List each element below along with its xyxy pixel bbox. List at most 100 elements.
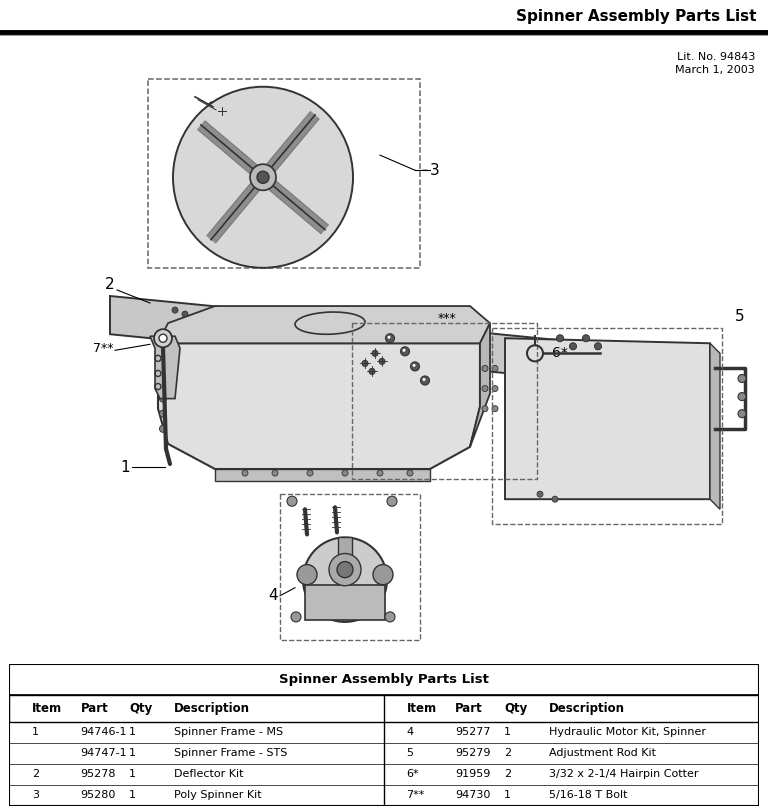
Text: 95277: 95277 [455,727,491,737]
Text: Qty: Qty [504,701,527,714]
Text: Description: Description [549,701,625,714]
Circle shape [407,470,413,476]
Text: 4: 4 [406,727,414,737]
Circle shape [362,360,368,366]
Circle shape [492,365,498,372]
Circle shape [369,369,375,374]
Polygon shape [158,343,480,469]
Text: 1: 1 [504,791,511,800]
Circle shape [291,612,301,622]
Polygon shape [110,296,560,378]
Circle shape [387,497,397,506]
Circle shape [160,395,167,402]
Text: 4: 4 [268,588,278,603]
Text: 2: 2 [504,770,511,779]
Circle shape [257,171,269,183]
Text: 91959: 91959 [455,770,491,779]
Circle shape [400,347,409,356]
Bar [338,537,352,556]
Circle shape [482,386,488,391]
Text: Adjustment Rod Kit: Adjustment Rod Kit [549,748,656,758]
Circle shape [172,307,178,313]
Text: 6*: 6* [552,347,568,360]
Circle shape [377,470,383,476]
Text: Part: Part [455,701,483,714]
Text: 1: 1 [129,791,136,800]
Circle shape [552,497,558,502]
Text: 1: 1 [121,459,130,475]
Circle shape [388,335,390,339]
Text: March 1, 2003: March 1, 2003 [675,65,755,75]
Text: 5/16-18 T Bolt: 5/16-18 T Bolt [549,791,627,800]
Text: Poly Spinner Kit: Poly Spinner Kit [174,791,262,800]
Text: Spinner Frame - MS: Spinner Frame - MS [174,727,283,737]
Circle shape [373,565,393,585]
Text: Item: Item [406,701,437,714]
Circle shape [738,410,746,418]
Text: 94746-1: 94746-1 [81,727,127,737]
Circle shape [287,497,297,506]
Circle shape [160,410,167,417]
Circle shape [402,349,406,352]
Circle shape [482,365,488,372]
Circle shape [557,335,564,342]
Text: 94730: 94730 [455,791,491,800]
Circle shape [582,335,590,342]
Text: 94747-1: 94747-1 [81,748,127,758]
Text: 6*: 6* [406,770,419,779]
Text: 3: 3 [430,163,440,177]
Text: Description: Description [174,701,250,714]
Text: 1: 1 [504,727,511,737]
Text: 1: 1 [129,748,136,758]
Bar [280,494,420,640]
Text: 95280: 95280 [81,791,116,800]
Text: Qty: Qty [129,701,152,714]
Circle shape [272,470,278,476]
Circle shape [411,362,419,371]
Text: 2: 2 [31,770,39,779]
Bar [9,695,759,722]
Circle shape [182,311,188,317]
Polygon shape [158,306,490,343]
Text: 5: 5 [406,748,413,758]
Bar [352,323,537,479]
Bar [148,79,420,268]
Text: 2: 2 [105,277,115,292]
Bar [492,328,722,524]
Text: 1: 1 [129,727,136,737]
Circle shape [570,343,577,350]
Text: 95278: 95278 [81,770,116,779]
Circle shape [303,537,387,622]
Text: 5: 5 [735,309,745,324]
Text: Spinner Assembly Parts List: Spinner Assembly Parts List [516,9,756,24]
Text: 1: 1 [31,727,38,737]
Text: Item: Item [31,701,62,714]
Circle shape [160,364,167,372]
Circle shape [154,329,172,347]
Circle shape [250,164,276,190]
Circle shape [482,406,488,411]
Text: Lit. No. 94843: Lit. No. 94843 [677,52,755,62]
Text: ***: *** [438,312,456,325]
Circle shape [379,358,385,364]
Circle shape [738,374,746,382]
Circle shape [173,87,353,268]
Bar [9,664,759,695]
Circle shape [160,425,167,433]
Polygon shape [215,469,430,481]
Circle shape [412,364,415,367]
Polygon shape [470,323,490,447]
Text: 95279: 95279 [455,748,491,758]
Circle shape [297,565,317,585]
Circle shape [492,386,498,391]
Circle shape [160,350,167,357]
Text: Spinner Assembly Parts List: Spinner Assembly Parts List [279,673,489,686]
Text: 3/32 x 2-1/4 Hairpin Cotter: 3/32 x 2-1/4 Hairpin Cotter [549,770,698,779]
Circle shape [386,334,395,343]
Text: 7**: 7** [406,791,425,800]
Text: 3: 3 [31,791,38,800]
Circle shape [492,406,498,411]
Circle shape [421,376,429,385]
Circle shape [372,350,378,356]
Text: Part: Part [81,701,108,714]
